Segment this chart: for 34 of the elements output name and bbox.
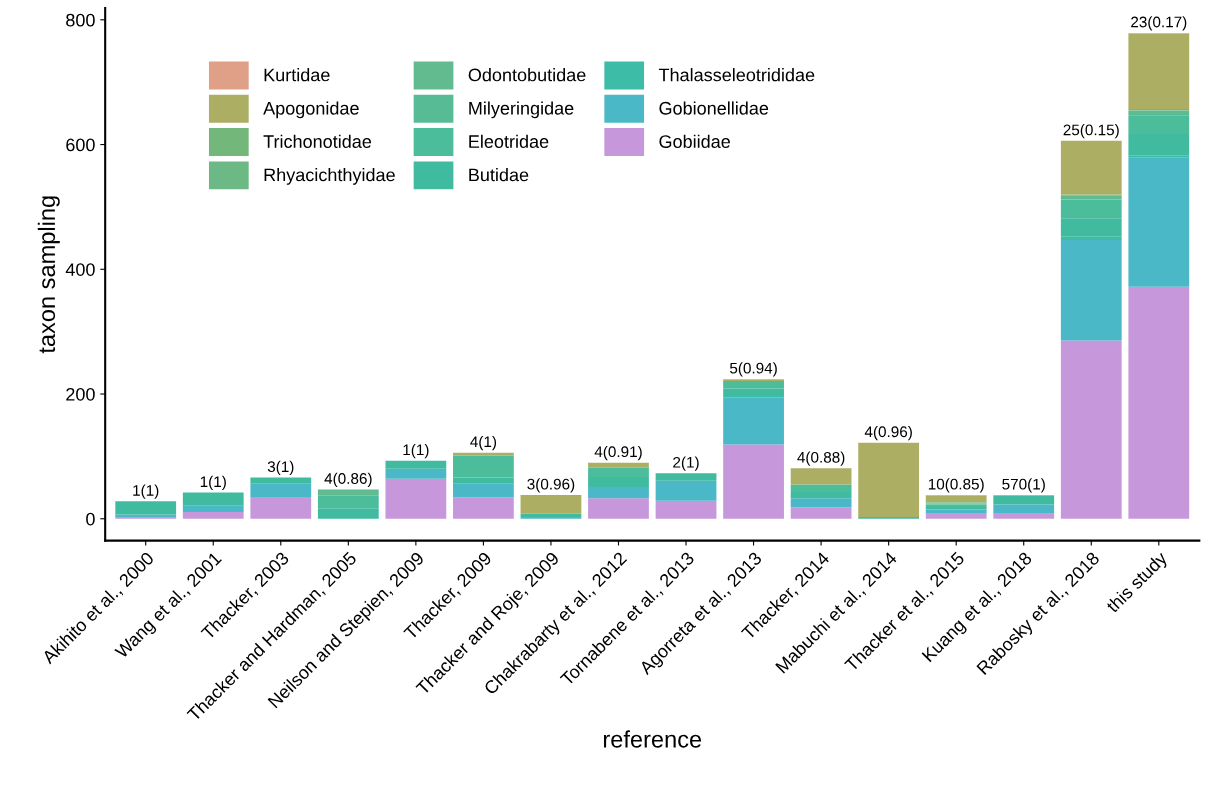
- total-label: 4(0.91): [594, 445, 642, 461]
- y-tick-label: 400: [65, 263, 95, 277]
- total-label: 23(0.17): [1131, 16, 1187, 31]
- legend-label: Eleotridae: [469, 134, 549, 148]
- total-label: 10(0.85): [928, 478, 984, 493]
- total-label: 25(0.15): [1063, 124, 1119, 139]
- total-label: 4(0.96): [864, 425, 912, 441]
- legend-label: Rhyacichthyidae: [264, 168, 395, 185]
- total-label: 1(1): [200, 475, 226, 491]
- y-tick-label: 200: [66, 387, 95, 401]
- total-label: 4(1): [470, 435, 497, 451]
- legend-label: Apogonidae: [263, 101, 359, 119]
- total-label: 3(0.96): [527, 478, 575, 493]
- legend-label: Gobiidae: [659, 134, 730, 148]
- x-axis-title: reference: [603, 730, 702, 748]
- y-tick-label: 600: [66, 138, 95, 152]
- legend-label: Trichonotidae: [263, 134, 372, 148]
- legend-label: Odontobutidae: [468, 68, 586, 82]
- y-tick-label: 0: [86, 512, 95, 526]
- legend-label: Thalasseleotrididae: [658, 68, 815, 82]
- total-label: 570(1): [1002, 478, 1045, 493]
- legend-label: Milyeringidae: [469, 101, 574, 119]
- total-label: 5(0.94): [729, 362, 777, 377]
- total-label: 3(1): [267, 460, 294, 476]
- total-label: 1(1): [133, 484, 159, 499]
- total-label: 2(1): [673, 456, 699, 471]
- legend-label: Butidae: [469, 168, 529, 182]
- y-axis-title: taxon sampling: [37, 196, 60, 354]
- total-label: 4(0.86): [324, 472, 372, 487]
- total-label: 1(1): [403, 444, 429, 459]
- total-label: 4(0.88): [797, 451, 845, 466]
- legend-label: Kurtidae: [264, 68, 330, 82]
- y-tick-label: 800: [66, 13, 95, 27]
- legend-label: Gobionellidae: [659, 101, 769, 115]
